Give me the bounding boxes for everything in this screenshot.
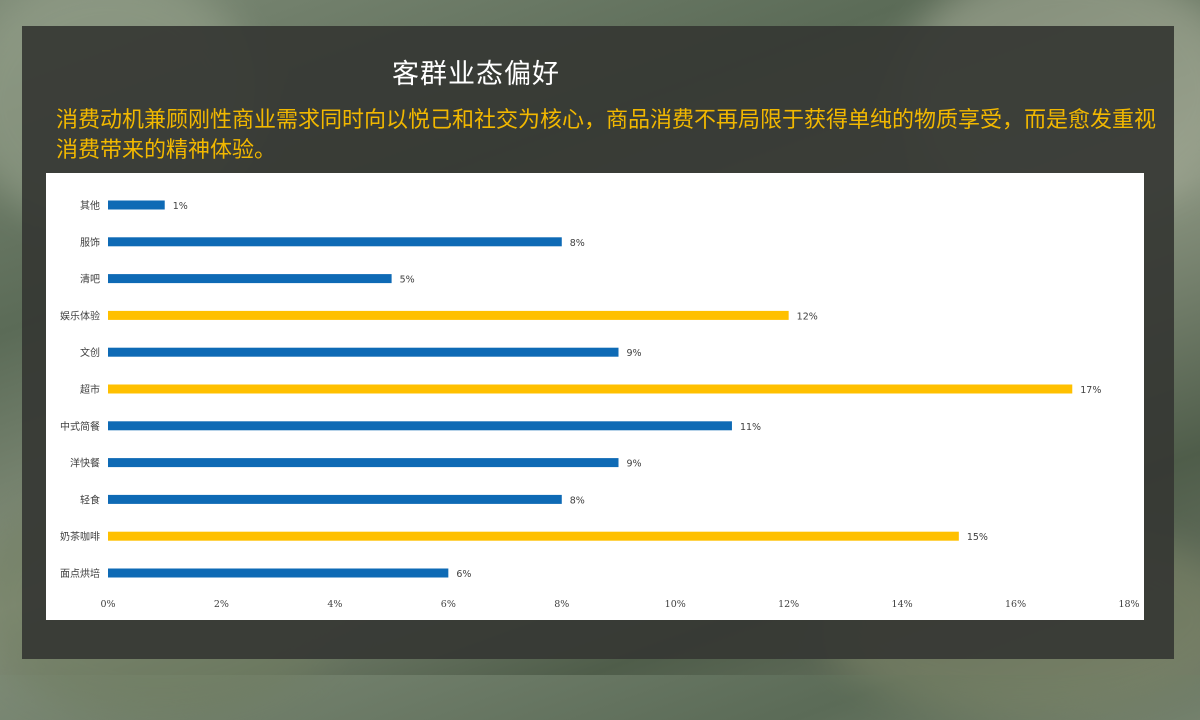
category-label: 洋快餐 — [70, 457, 100, 470]
bar-chart-svg: 其他 1% 服饰 8% 清吧 5% 娱乐体验 12% 文创 9% 超市 17% 中式简餐 11% 洋快餐 9%… — [60, 199, 1140, 610]
category-label: 轻食 — [80, 493, 100, 506]
x-tick-label: 12% — [778, 599, 799, 610]
category-label: 奶茶咖啡 — [60, 530, 100, 543]
category-label: 娱乐体验 — [60, 309, 100, 322]
bar — [108, 494, 562, 504]
data-label: 9% — [627, 459, 642, 470]
bar — [108, 568, 449, 578]
category-label: 文创 — [80, 346, 100, 359]
data-label: 15% — [967, 532, 988, 543]
bar — [108, 200, 165, 210]
x-tick-label: 10% — [665, 599, 686, 610]
bar-chart: 其他 1% 服饰 8% 清吧 5% 娱乐体验 12% 文创 9% 超市 17% 中式简餐 11% 洋快餐 9%… — [46, 173, 1144, 620]
data-label: 8% — [570, 495, 585, 506]
category-label: 服饰 — [80, 236, 100, 249]
bar — [108, 274, 392, 284]
x-tick-label: 18% — [1118, 599, 1139, 610]
category-label: 中式简餐 — [60, 420, 100, 433]
x-tick-label: 2% — [214, 599, 229, 610]
bar — [108, 458, 619, 468]
category-label: 清吧 — [80, 273, 100, 286]
bar — [108, 531, 959, 541]
bar — [108, 421, 732, 431]
data-label: 8% — [570, 238, 585, 249]
data-label: 11% — [740, 422, 761, 433]
data-label: 12% — [797, 311, 818, 322]
bar — [108, 347, 619, 357]
x-tick-label: 16% — [1005, 599, 1026, 610]
page-subtitle: 消费动机兼顾刚性商业需求同时向以悦己和社交为核心，商品消费不再局限于获得单纯的物… — [56, 108, 1157, 163]
page-title: 客群业态偏好 — [392, 59, 560, 90]
bar — [108, 310, 789, 320]
x-tick-label: 14% — [892, 599, 913, 610]
bar — [108, 237, 562, 247]
x-tick-label: 8% — [554, 599, 569, 610]
x-tick-label: 6% — [441, 599, 456, 610]
data-label: 17% — [1080, 385, 1101, 396]
category-label: 超市 — [80, 383, 100, 396]
category-label: 面点烘培 — [60, 567, 100, 580]
data-label: 5% — [400, 275, 415, 286]
category-label: 其他 — [80, 199, 100, 212]
data-label: 1% — [173, 201, 188, 212]
x-tick-label: 0% — [100, 599, 115, 610]
data-label: 9% — [627, 348, 642, 359]
bar — [108, 384, 1073, 394]
data-label: 6% — [456, 569, 471, 580]
x-tick-label: 4% — [327, 599, 342, 610]
